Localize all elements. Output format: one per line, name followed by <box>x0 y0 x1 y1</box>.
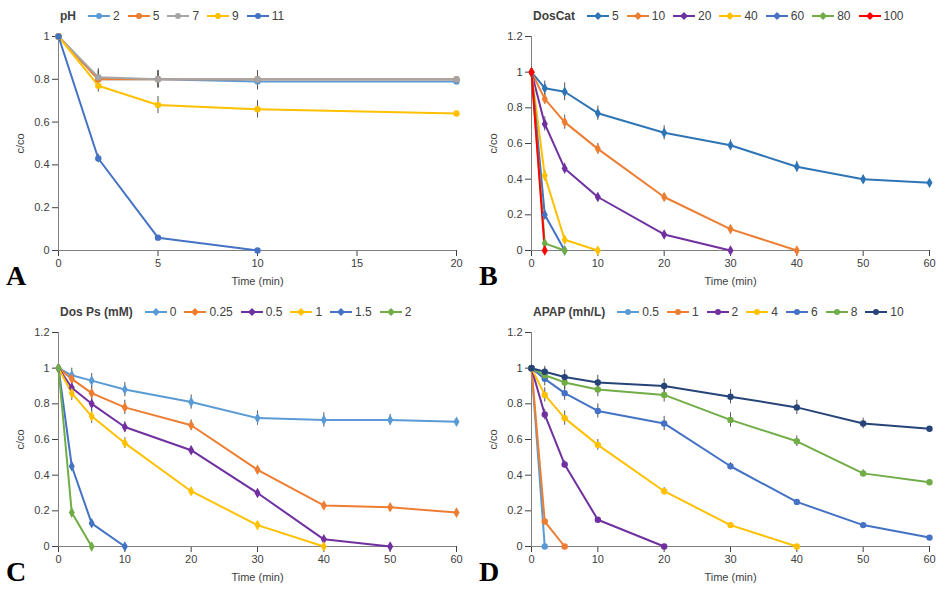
svg-text:30: 30 <box>251 553 263 565</box>
html-text:7: 7 <box>192 9 200 23</box>
svg-text:0: 0 <box>528 553 534 565</box>
svg-text:20: 20 <box>658 257 670 269</box>
svg-text:1: 1 <box>43 362 49 374</box>
html-text:D: D <box>479 556 500 587</box>
svg-text:60: 60 <box>923 257 935 269</box>
svg-text:50: 50 <box>857 553 869 565</box>
svg-text:0: 0 <box>516 540 522 552</box>
svg-text:5: 5 <box>155 257 161 269</box>
html-text:APAP (mh/L): APAP (mh/L) <box>533 305 606 319</box>
html-text:60: 60 <box>790 9 805 23</box>
svg-text:0.8: 0.8 <box>507 101 522 113</box>
svg-text:40: 40 <box>318 553 330 565</box>
svg-text:0.8: 0.8 <box>507 397 522 409</box>
html-text:5: 5 <box>612 9 619 23</box>
html-text:2: 2 <box>731 305 739 319</box>
svg-text:0.8: 0.8 <box>34 397 49 409</box>
svg-text:40: 40 <box>791 257 803 269</box>
html-text:4: 4 <box>771 305 778 319</box>
svg-text:60: 60 <box>450 553 462 565</box>
html-text:10: 10 <box>890 305 904 319</box>
svg-text:0.2: 0.2 <box>507 208 522 220</box>
html-text:0: 0 <box>169 305 177 319</box>
svg-text:c/co: c/co <box>14 429 26 449</box>
svg-text:0.2: 0.2 <box>34 504 49 516</box>
html-text:2: 2 <box>113 9 120 23</box>
svg-text:20: 20 <box>658 553 670 565</box>
html-text:B: B <box>479 260 498 291</box>
svg-text:c/co: c/co <box>487 429 499 449</box>
html-text:40: 40 <box>744 9 758 23</box>
svg-text:0.4: 0.4 <box>34 158 49 170</box>
html-text:DosCat: DosCat <box>533 9 575 23</box>
svg-text:0: 0 <box>43 540 49 552</box>
svg-text:Time (min): Time (min) <box>231 275 283 287</box>
svg-text:1.2: 1.2 <box>507 326 522 338</box>
html-text:11: 11 <box>271 9 285 23</box>
svg-text:Time (min): Time (min) <box>704 571 756 583</box>
html-text:20: 20 <box>698 9 712 23</box>
svg-text:20: 20 <box>450 257 462 269</box>
html-text:0.25: 0.25 <box>209 305 233 319</box>
html-text:pH: pH <box>60 9 76 23</box>
html-text:0.5: 0.5 <box>642 305 659 319</box>
svg-text:10: 10 <box>592 553 604 565</box>
html-text:9: 9 <box>232 9 239 23</box>
svg-text:30: 30 <box>724 553 736 565</box>
svg-text:10: 10 <box>119 553 131 565</box>
svg-text:0.6: 0.6 <box>507 433 522 445</box>
svg-text:Time (min): Time (min) <box>704 275 756 287</box>
svg-text:50: 50 <box>857 257 869 269</box>
svg-text:1: 1 <box>43 30 49 42</box>
html-text:10: 10 <box>651 9 666 23</box>
svg-text:Time (min): Time (min) <box>231 571 283 583</box>
html-text:5: 5 <box>152 9 160 23</box>
html-text:8: 8 <box>850 305 858 319</box>
svg-text:1: 1 <box>516 362 522 374</box>
html-text:C: C <box>6 556 27 587</box>
svg-text:15: 15 <box>351 257 363 269</box>
html-text:0.5: 0.5 <box>265 305 283 319</box>
svg-text:0.4: 0.4 <box>507 469 522 481</box>
html-text:Dos Ps (mM): Dos Ps (mM) <box>60 305 133 319</box>
svg-text:20: 20 <box>185 553 197 565</box>
svg-text:0.6: 0.6 <box>507 137 522 149</box>
svg-text:c/co: c/co <box>14 133 26 153</box>
svg-text:40: 40 <box>791 553 803 565</box>
html-text:100: 100 <box>883 9 904 23</box>
svg-text:0: 0 <box>55 257 61 269</box>
svg-text:0.2: 0.2 <box>507 504 522 516</box>
svg-text:0.6: 0.6 <box>34 116 49 128</box>
svg-text:50: 50 <box>384 553 396 565</box>
svg-text:0.8: 0.8 <box>34 73 49 85</box>
html-text:A: A <box>6 260 27 291</box>
svg-text:c/co: c/co <box>487 133 499 153</box>
html-text:6: 6 <box>811 305 818 319</box>
svg-text:0: 0 <box>516 244 522 256</box>
svg-text:60: 60 <box>923 553 935 565</box>
svg-text:1: 1 <box>516 66 522 78</box>
html-text:1.5: 1.5 <box>355 305 372 319</box>
svg-text:0.4: 0.4 <box>507 173 522 185</box>
svg-text:0.2: 0.2 <box>34 201 49 213</box>
svg-text:10: 10 <box>592 257 604 269</box>
svg-text:10: 10 <box>251 257 263 269</box>
svg-text:0: 0 <box>528 257 534 269</box>
svg-text:0: 0 <box>43 244 49 256</box>
html-text:2: 2 <box>404 305 412 319</box>
svg-text:0.4: 0.4 <box>34 469 49 481</box>
html-text:1: 1 <box>315 305 323 319</box>
html-text:80: 80 <box>837 9 851 23</box>
svg-text:0.6: 0.6 <box>34 433 49 445</box>
svg-text:1.2: 1.2 <box>34 326 49 338</box>
html-text:1: 1 <box>691 305 699 319</box>
svg-text:30: 30 <box>724 257 736 269</box>
svg-text:0: 0 <box>55 553 61 565</box>
svg-text:1.2: 1.2 <box>507 30 522 42</box>
